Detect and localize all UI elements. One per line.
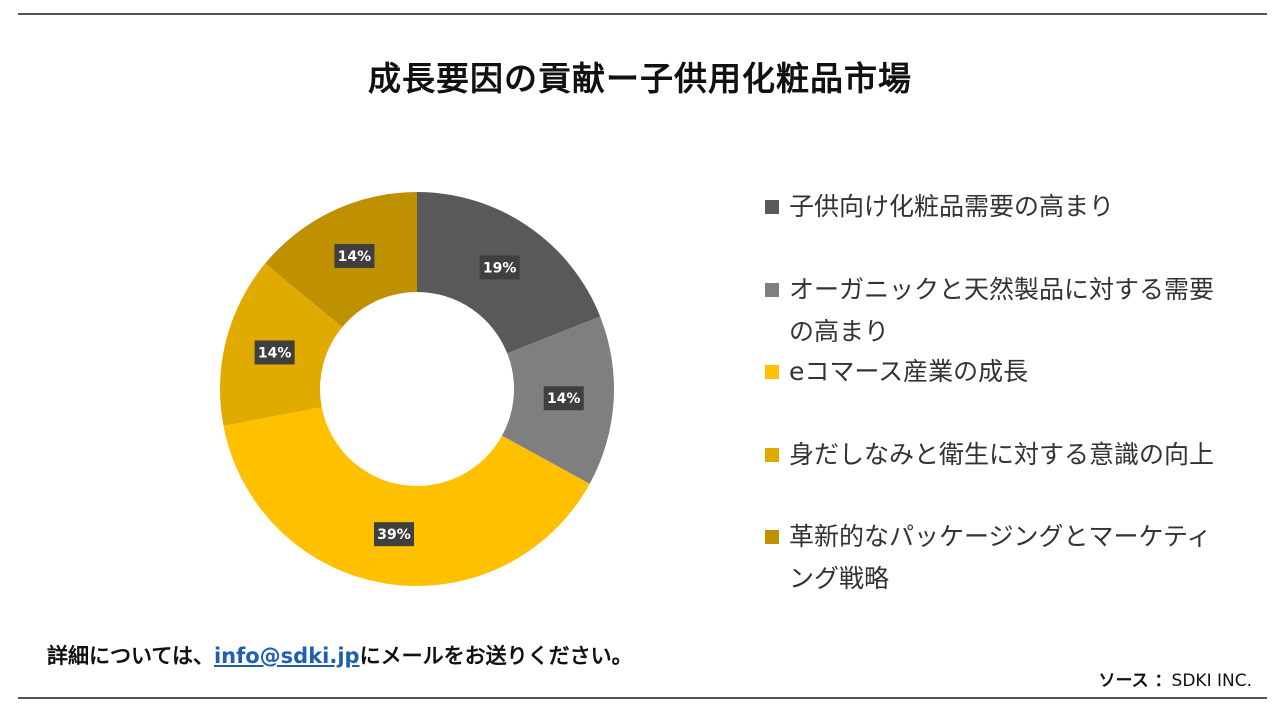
slice-label-box xyxy=(254,340,295,365)
slice-label-box xyxy=(543,386,584,411)
legend-swatch xyxy=(765,283,779,297)
legend-swatch xyxy=(765,448,779,462)
contact-footer: 詳細については、info@sdki.jpにメールをお送りください。 xyxy=(47,640,633,670)
legend-swatch xyxy=(765,365,779,379)
footer-suffix: にメールをお送りください。 xyxy=(359,644,633,668)
donut-slice xyxy=(223,407,590,586)
source-value: SDKI INC. xyxy=(1171,671,1252,691)
legend-swatch xyxy=(765,530,779,544)
legend-item-ecommerce: eコマース産業の成長 xyxy=(762,351,1232,393)
source-label: ソース ： xyxy=(1098,671,1172,691)
slice-label-text: 39% xyxy=(377,527,411,543)
legend-swatch xyxy=(765,200,779,214)
slice-value-label: 19% xyxy=(479,255,520,280)
legend-label: オーガニックと天然製品に対する需要の高まり xyxy=(789,275,1215,346)
top-rule xyxy=(18,13,1267,15)
legend-item-hygiene: 身だしなみと衛生に対する意識の向上 xyxy=(762,434,1232,476)
legend-item-organic: オーガニックと天然製品に対する需要の高まり xyxy=(762,269,1232,353)
slice-label-text: 14% xyxy=(338,249,372,265)
legend-item-packaging: 革新的なパッケージングとマーケティング戦略 xyxy=(762,516,1232,600)
slice-label-text: 19% xyxy=(483,260,517,276)
slice-value-label: 39% xyxy=(374,522,415,547)
slice-label-box xyxy=(479,255,520,280)
slice-label-box xyxy=(374,522,415,547)
slice-value-label: 14% xyxy=(543,386,584,411)
slice-value-label: 14% xyxy=(254,340,295,365)
legend-label: 身だしなみと衛生に対する意識の向上 xyxy=(789,440,1215,469)
legend-item-demand: 子供向け化粧品需要の高まり xyxy=(762,186,1232,228)
legend-label: 革新的なパッケージングとマーケティング戦略 xyxy=(789,522,1212,593)
slice-label-text: 14% xyxy=(547,391,581,407)
bottom-rule xyxy=(18,697,1267,699)
slice-label-box xyxy=(334,243,375,268)
slice-label-text: 14% xyxy=(258,345,292,361)
chart-title: 成長要因の貢献ー子供用化粧品市場 xyxy=(368,59,912,98)
email-link[interactable]: info@sdki.jp xyxy=(213,644,360,668)
footer-prefix: 詳細については、 xyxy=(47,644,214,668)
legend-label: eコマース産業の成長 xyxy=(789,357,1029,386)
slice-value-label: 14% xyxy=(334,243,375,268)
legend-label: 子供向け化粧品需要の高まり xyxy=(789,192,1115,221)
source-credit: ソース ：SDKI INC. xyxy=(1098,666,1252,691)
